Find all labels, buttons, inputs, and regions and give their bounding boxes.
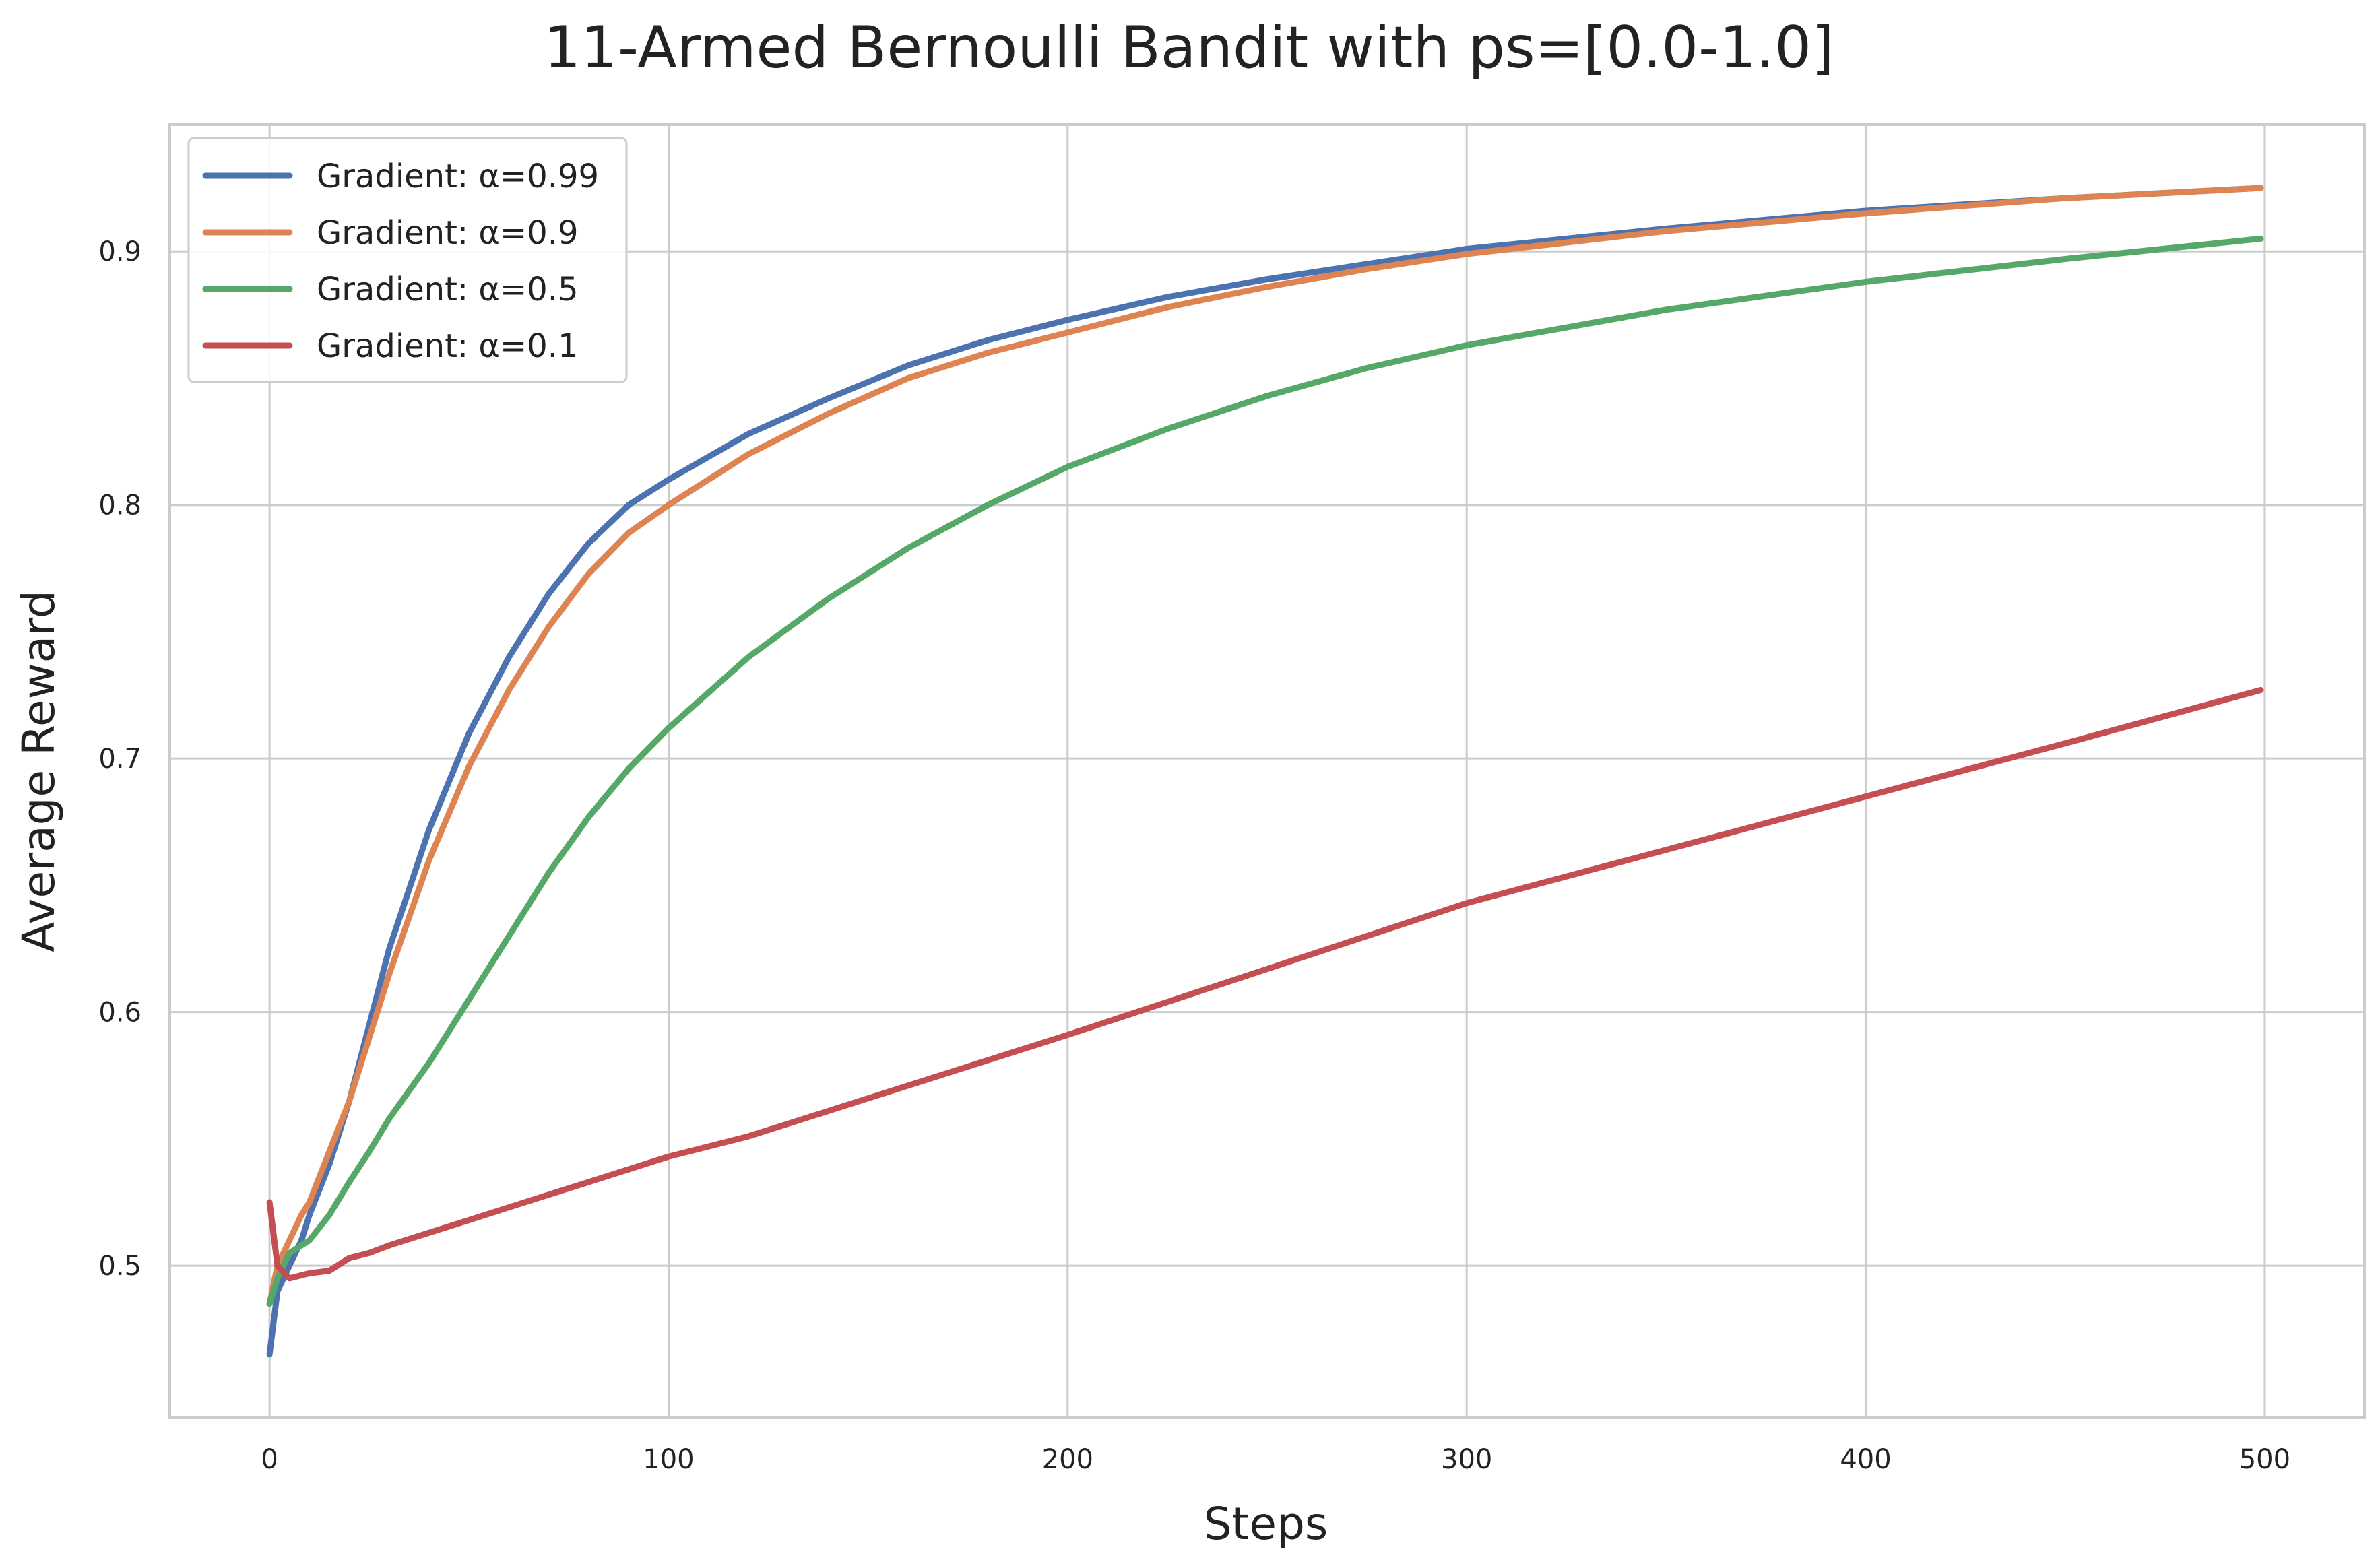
x-tick-label: 0 — [261, 1444, 278, 1475]
x-tick-label: 200 — [1042, 1444, 1093, 1475]
x-tick-label: 300 — [1441, 1444, 1492, 1475]
chart-title: 11-Armed Bernoulli Bandit with ps=[0.0-1… — [544, 14, 1834, 81]
legend-label: Gradient: α=0.9 — [317, 214, 579, 252]
x-tick-labels: 0 100 200 300 400 500 — [261, 1444, 2290, 1475]
y-tick-label: 0.9 — [98, 236, 141, 267]
series-line-4 — [266, 687, 2264, 1282]
x-tick-label: 400 — [1840, 1444, 1891, 1475]
series-line-1 — [266, 185, 2264, 1358]
legend-label: Gradient: α=0.99 — [317, 158, 599, 195]
legend-box — [187, 137, 628, 383]
y-axis-label: Average Reward — [13, 590, 65, 952]
y-tick-label: 0.7 — [98, 744, 141, 775]
series-line-3 — [266, 235, 2264, 1307]
x-tick-label: 500 — [2239, 1444, 2290, 1475]
legend-label: Gradient: α=0.1 — [317, 327, 579, 365]
legend-label: Gradient: α=0.5 — [317, 271, 579, 308]
x-tick-label: 100 — [643, 1444, 694, 1475]
y-tick-label: 0.6 — [98, 998, 141, 1028]
y-tick-label: 0.5 — [98, 1251, 141, 1282]
y-tick-label: 0.8 — [98, 490, 141, 521]
x-axis-label: Steps — [1204, 1498, 1328, 1550]
plot-frame — [168, 123, 2366, 1419]
series-group — [266, 185, 2264, 1358]
y-tick-labels: 0.5 0.6 0.7 0.8 0.9 — [98, 236, 141, 1282]
series-line-2 — [266, 185, 2264, 1307]
legend: Gradient: α=0.99 Gradient: α=0.9 Gradient:… — [187, 137, 628, 383]
